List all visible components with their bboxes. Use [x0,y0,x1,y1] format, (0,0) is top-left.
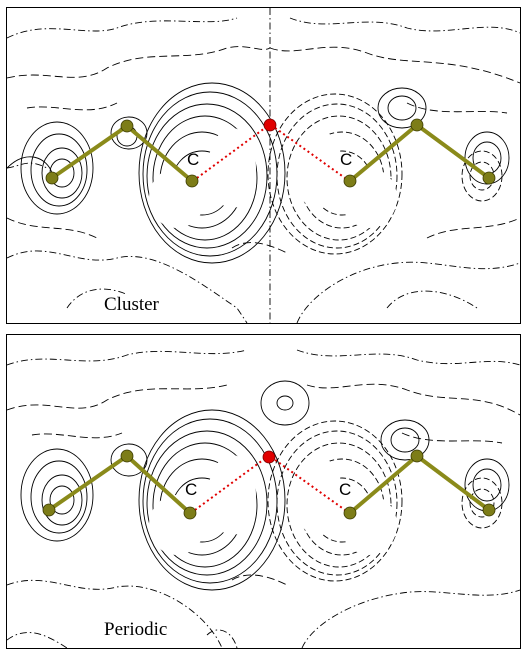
oxygen-atom [262,450,276,464]
carbon-label-right: C [339,480,351,499]
panel-label-cluster: Cluster [102,294,161,316]
carbon-label-right: C [340,150,352,169]
panel-label-periodic: Periodic [102,619,170,641]
periodic-contour-map: C C [7,349,520,648]
right-small-lobes [377,87,510,185]
periodic-panel: C C Periodic [6,334,521,649]
carbon-label-left: C [185,480,197,499]
carbon-label-left: C [187,150,199,169]
cluster-contour-map: C C [7,8,520,323]
cluster-panel: C C Cluster [6,7,521,324]
oxygen-atom [263,118,277,132]
